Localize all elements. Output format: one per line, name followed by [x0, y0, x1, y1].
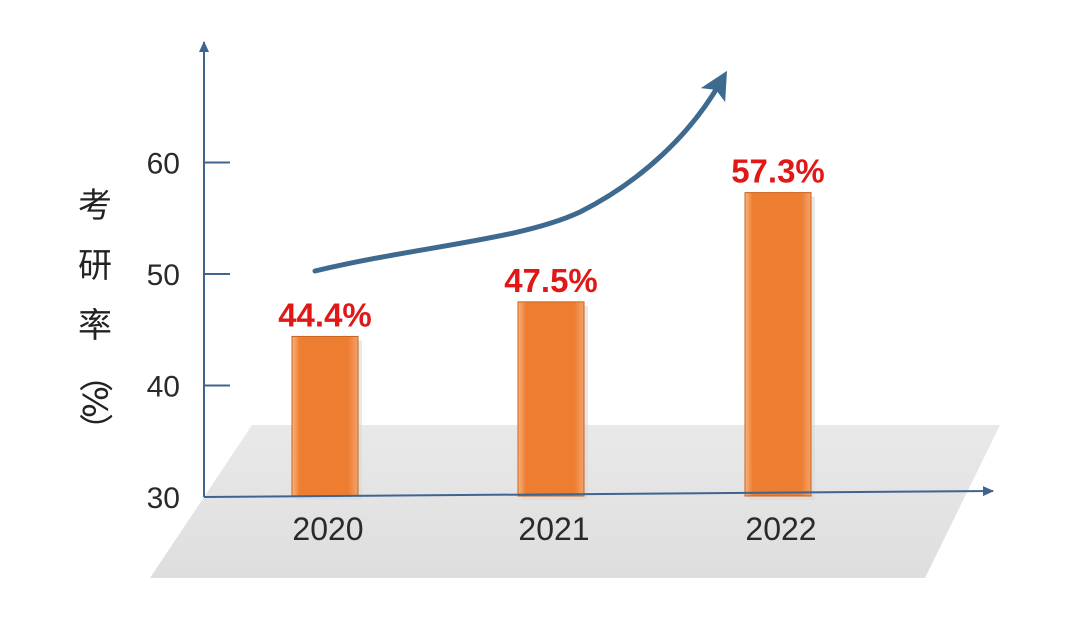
x-tick-label-2021: 2021: [518, 511, 589, 547]
y-axis-label-char: ）: [74, 413, 114, 447]
data-label-2022: 57.3%: [731, 153, 825, 190]
y-tick-label-50: 50: [147, 259, 180, 292]
y-axis-label-char: %: [74, 386, 114, 418]
trend-arrow: [312, 70, 728, 274]
labels-layer: 44.4% 2020 47.5% 2021 57.3% 2022: [278, 153, 825, 547]
y-axis-label-char: 率: [78, 306, 112, 346]
bar-2021: [517, 301, 585, 497]
data-label-2020: 44.4%: [278, 296, 372, 333]
x-tick-label-2020: 2020: [292, 511, 363, 547]
bar-2022: [744, 192, 812, 497]
data-label-2021: 47.5%: [504, 262, 598, 299]
y-axis-label-char: 研: [78, 246, 112, 286]
y-axis-label: 考研率 （%）: [74, 186, 114, 447]
y-axis-label-char: 考: [78, 186, 112, 226]
x-axis: [203, 486, 994, 498]
y-tick-label-60: 60: [147, 148, 180, 181]
x-tick-label-2022: 2022: [745, 511, 816, 547]
y-tick-label-40: 40: [147, 371, 180, 404]
ticks-layer: 30 40 50 60: [147, 148, 230, 515]
bar-2020: [291, 335, 359, 497]
bars-layer: [291, 192, 815, 501]
y-tick-label-30: 30: [147, 482, 180, 515]
y-axis-label-char: （: [74, 358, 114, 392]
